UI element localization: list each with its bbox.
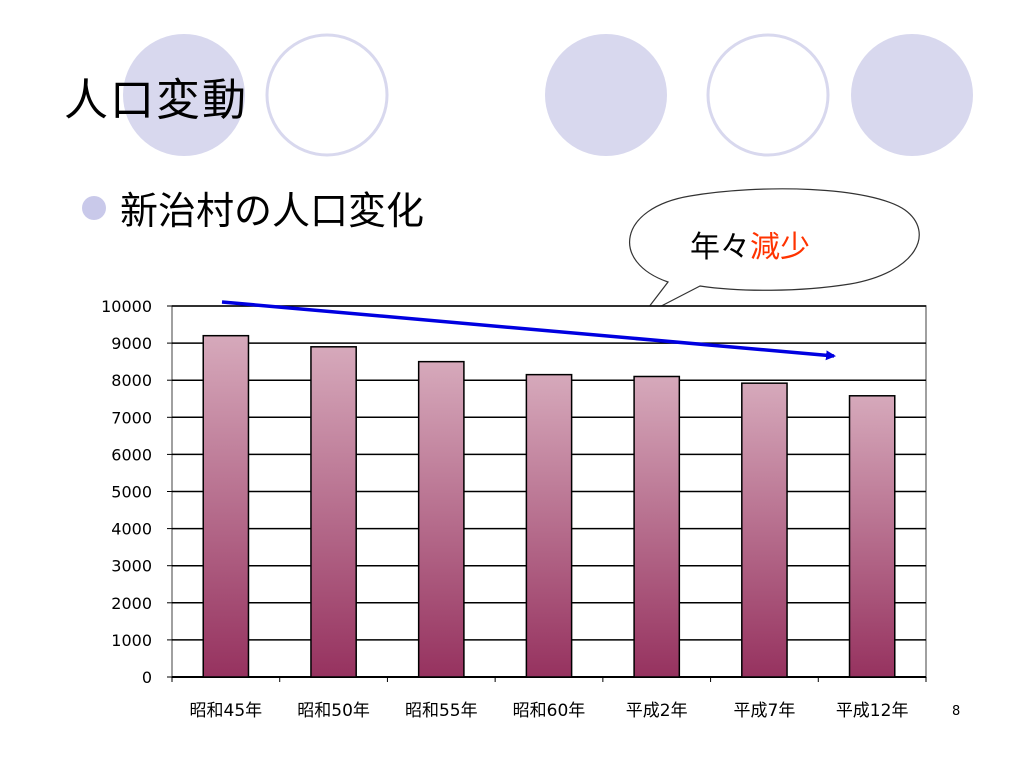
x-tick-label: 昭和55年 xyxy=(405,701,478,721)
x-tick-label: 平成12年 xyxy=(836,701,909,721)
y-tick-label: 3000 xyxy=(111,557,152,576)
y-tick-label: 1000 xyxy=(111,631,152,650)
bar-5 xyxy=(633,375,681,678)
y-tick-label: 10000 xyxy=(101,297,152,316)
page-number: 8 xyxy=(952,704,961,719)
decor-circle-1 xyxy=(123,34,245,156)
decorative-circles xyxy=(123,33,973,157)
bullet-item: 新治村の人口変化 xyxy=(82,180,424,235)
slide-title: 人口変動 xyxy=(64,75,248,126)
bullet-text: 新治村の人口変化 xyxy=(120,189,425,233)
callout-bubble-shape xyxy=(629,188,920,317)
bar-4 xyxy=(525,373,573,678)
y-tick-label: 9000 xyxy=(111,334,152,353)
decor-circle-5 xyxy=(851,34,973,156)
callout-highlight: 減少 xyxy=(750,230,810,265)
bullet-dot-icon xyxy=(82,195,106,220)
decor-circle-2 xyxy=(265,33,389,157)
decor-circle-4 xyxy=(706,33,830,157)
chart-y-tick-labels: 0 1000 2000 3000 4000 5000 6000 7000 8000 9000 100… xyxy=(101,297,152,687)
chart-bars xyxy=(202,334,896,678)
decor-circle-3 xyxy=(545,34,667,156)
bar-6 xyxy=(741,382,788,678)
bar-7 xyxy=(848,395,896,678)
y-tick-label: 5000 xyxy=(111,483,152,502)
x-tick-label: 平成2年 xyxy=(626,701,688,721)
bar-3 xyxy=(417,360,465,678)
x-tick-label: 平成7年 xyxy=(734,701,796,721)
callout-text: 年々減少 xyxy=(690,222,810,266)
x-tick-label: 昭和50年 xyxy=(297,701,370,721)
y-tick-label: 7000 xyxy=(111,408,152,427)
x-tick-label: 昭和45年 xyxy=(190,701,263,721)
callout-bubble xyxy=(629,188,920,317)
y-tick-label: 2000 xyxy=(111,594,152,613)
y-tick-label: 0 xyxy=(142,668,152,687)
y-tick-label: 6000 xyxy=(111,445,152,464)
x-tick-label: 昭和60年 xyxy=(513,701,586,721)
y-tick-label: 4000 xyxy=(111,520,152,539)
bar-2 xyxy=(310,346,357,678)
chart-x-tick-labels: 昭和45年 昭和50年 昭和55年 昭和60年 平成2年 平成7年 平成12年 xyxy=(190,701,909,721)
bar-1 xyxy=(202,334,250,678)
y-tick-label: 8000 xyxy=(111,371,152,390)
trend-arrow xyxy=(221,300,836,361)
callout-prefix: 年々 xyxy=(690,230,750,265)
